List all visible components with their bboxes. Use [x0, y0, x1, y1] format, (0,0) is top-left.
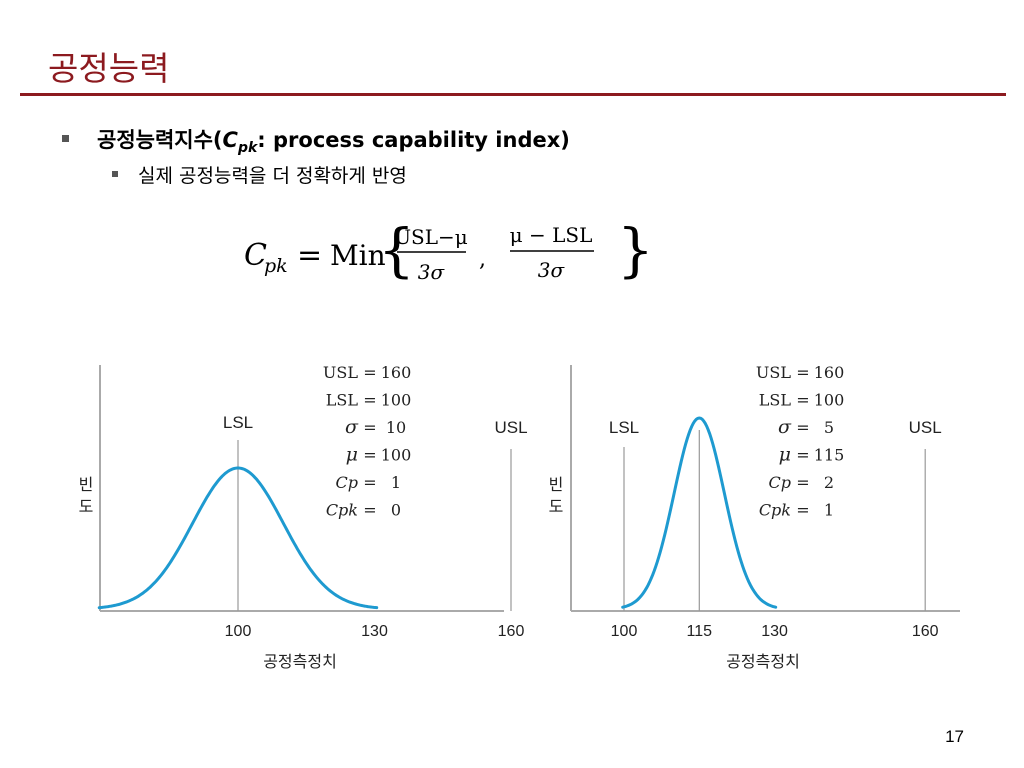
formula-equals: =	[297, 238, 322, 273]
formula-frac2-num: μ − LSL	[510, 223, 593, 247]
param-equals: =	[796, 418, 809, 437]
formula-comma: ,	[479, 247, 486, 272]
title-underline	[20, 93, 1006, 96]
param-equals: =	[363, 391, 376, 410]
x-tick-label: 100	[225, 623, 252, 640]
param-name: LSL	[759, 391, 792, 410]
formula-lhs: C	[244, 238, 267, 273]
param-value: 100	[814, 391, 845, 410]
param-name: Cpk	[759, 501, 791, 520]
param-equals: =	[363, 418, 376, 437]
x-axis-label: 공정측정치	[263, 653, 337, 671]
formula-frac2-den: 3σ	[538, 258, 566, 282]
bullet1-prefix: 공정능력지수(	[97, 128, 223, 152]
x-tick-label: 115	[687, 623, 713, 640]
cpk-formula: C pk = Min { USL−μ 3σ , μ − LSL 3σ }	[244, 216, 654, 284]
param-name: μ	[346, 444, 358, 466]
bullet-square-icon	[112, 171, 118, 177]
param-name: USL	[756, 363, 791, 382]
param-equals: =	[796, 501, 809, 520]
x-tick-label: 130	[361, 623, 388, 640]
y-axis-label: 도	[549, 499, 564, 516]
param-name: σ	[345, 416, 359, 438]
param-name: μ	[779, 444, 791, 466]
param-equals: =	[796, 391, 809, 410]
bullet-level2: 실제 공정능력을 더 정확하게 반영	[112, 161, 407, 188]
x-axis-label: 공정측정치	[726, 653, 800, 671]
param-equals: =	[796, 446, 809, 465]
bullet-level1-text: 공정능력지수(Cpk: process capability index)	[97, 124, 570, 156]
x-tick-label: 130	[761, 623, 788, 640]
x-tick-label: 100	[611, 623, 638, 640]
formula-min: Min	[330, 239, 386, 272]
param-value: 1	[824, 501, 834, 520]
param-value: 115	[814, 446, 845, 465]
x-tick-label: 160	[912, 623, 939, 640]
param-value: 1	[391, 473, 401, 492]
x-tick-label: 160	[498, 623, 525, 640]
param-value: 100	[381, 391, 412, 410]
bullet1-suffix: : process capability index)	[257, 128, 570, 152]
param-value: 100	[381, 446, 412, 465]
bullet1-symbol: C	[222, 128, 238, 152]
param-equals: =	[363, 446, 376, 465]
param-name: USL	[323, 363, 358, 382]
param-equals: =	[796, 363, 809, 382]
usl-label: USL	[494, 418, 527, 437]
param-value: 2	[824, 473, 834, 492]
formula-lhs-sub: pk	[264, 255, 288, 277]
param-name: σ	[778, 416, 792, 438]
slide-title: 공정능력	[48, 49, 170, 88]
param-name: Cp	[336, 473, 358, 492]
lsl-label: LSL	[223, 413, 253, 432]
param-value: 160	[814, 363, 845, 382]
usl-label: USL	[909, 418, 942, 437]
formula-brace-open: {	[378, 216, 415, 284]
param-value: 160	[381, 363, 412, 382]
param-name: Cp	[769, 473, 791, 492]
lsl-label: LSL	[609, 418, 639, 437]
bullet-level1: 공정능력지수(Cpk: process capability index)	[62, 124, 570, 156]
y-axis-label: 빈	[549, 476, 564, 494]
bullet1-symbol-sub: pk	[237, 140, 258, 157]
formula-brace-close: }	[617, 216, 654, 284]
param-equals: =	[363, 473, 376, 492]
bullet-level2-text: 실제 공정능력을 더 정확하게 반영	[138, 165, 407, 187]
formula-frac1-den: 3σ	[418, 260, 446, 284]
normal-curve	[97, 466, 379, 610]
param-equals: =	[363, 501, 376, 520]
param-name: LSL	[326, 391, 359, 410]
page-number: 17	[945, 727, 964, 746]
param-equals: =	[796, 473, 809, 492]
bullet-square-icon	[62, 135, 69, 142]
formula-frac1-num: USL−μ	[394, 225, 468, 249]
param-value: 10	[386, 418, 406, 437]
param-name: Cpk	[326, 501, 358, 520]
param-equals: =	[363, 363, 376, 382]
y-axis-label: 도	[79, 499, 94, 516]
param-value: 5	[824, 418, 834, 437]
y-axis-label: 빈	[79, 476, 94, 494]
param-value: 0	[391, 501, 401, 520]
normal-curve	[621, 416, 778, 609]
